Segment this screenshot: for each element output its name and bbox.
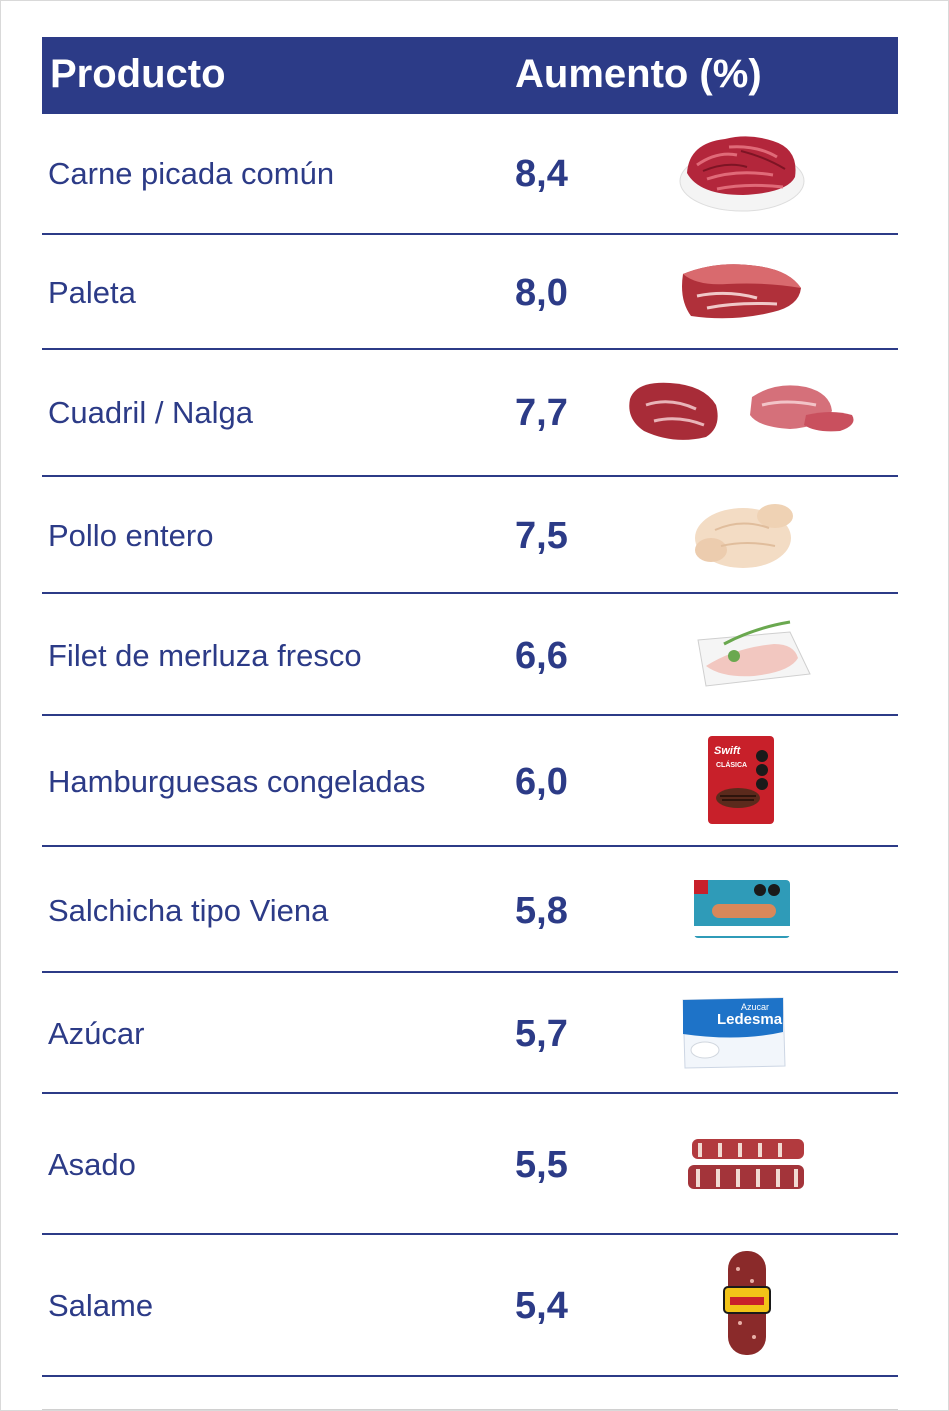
row-value: 5,4 <box>515 1285 568 1327</box>
row-product: Asado <box>48 1147 136 1182</box>
row-product: Cuadril / Nalga <box>48 395 254 430</box>
table-row: Pollo entero 7,5 <box>42 477 898 594</box>
whole-chicken-image <box>695 504 793 568</box>
row-product: Salchicha tipo Viena <box>48 893 329 928</box>
beef-rump-image <box>629 382 854 440</box>
header-increase: Aumento (%) <box>515 52 762 96</box>
header-product: Producto <box>50 52 226 96</box>
row-product: Filet de merluza fresco <box>48 638 362 673</box>
sugar-package-image: Azucar Ledesma Clásica <box>682 997 786 1069</box>
row-value: 5,5 <box>515 1144 568 1186</box>
hake-fillet-image <box>697 620 811 687</box>
row-value: 5,8 <box>515 890 568 932</box>
sugar-label-text: Azucar <box>741 1002 769 1012</box>
row-value: 6,0 <box>515 761 568 803</box>
row-value: 8,4 <box>515 153 568 195</box>
table-row: Filet de merluza fresco 6,6 <box>42 594 898 716</box>
table-row: Salame 5,4 <box>42 1235 898 1377</box>
price-increase-table: Producto Aumento (%) Carne picada común … <box>42 37 898 1377</box>
row-value: 5,7 <box>515 1013 568 1055</box>
table-header: Producto Aumento (%) <box>42 37 898 114</box>
burgers-variant-text: CLÁSICA <box>716 760 747 769</box>
row-product: Paleta <box>48 275 136 310</box>
row-product: Carne picada común <box>48 156 335 191</box>
table-row: Salchicha tipo Viena 5,8 <box>42 847 898 973</box>
bottom-divider <box>42 1409 898 1410</box>
salami-image <box>723 1251 771 1355</box>
beef-ribs-image <box>688 1139 804 1189</box>
row-product: Azúcar <box>48 1016 145 1051</box>
row-value: 8,0 <box>515 272 568 314</box>
row-product: Hamburguesas congeladas <box>48 764 426 799</box>
table-row: Cuadril / Nalga 7,7 <box>42 350 898 477</box>
sugar-variant-text: Clásica <box>739 1030 762 1037</box>
table-row: Paleta 8,0 <box>42 235 898 350</box>
vienna-sausage-package-image <box>694 880 790 938</box>
row-value: 7,7 <box>515 392 568 434</box>
beef-shoulder-image <box>682 264 801 319</box>
burgers-brand-text: Swift <box>714 745 742 757</box>
frozen-burgers-package-image: Swift CLÁSICA <box>708 736 774 824</box>
row-product: Pollo entero <box>48 518 214 553</box>
table-row: Azúcar 5,7 Azucar Ledesma Clásica <box>42 973 898 1094</box>
ground-meat-image <box>679 136 805 212</box>
row-value: 7,5 <box>515 515 568 557</box>
row-product: Salame <box>48 1288 154 1323</box>
table-row: Asado 5,5 <box>42 1094 898 1235</box>
table-row: Hamburguesas congeladas 6,0 Swift CLÁSIC… <box>42 716 898 847</box>
table-row: Carne picada común 8,4 <box>42 114 898 235</box>
row-value: 6,6 <box>515 635 568 677</box>
sugar-brand-text: Ledesma <box>717 1011 783 1028</box>
